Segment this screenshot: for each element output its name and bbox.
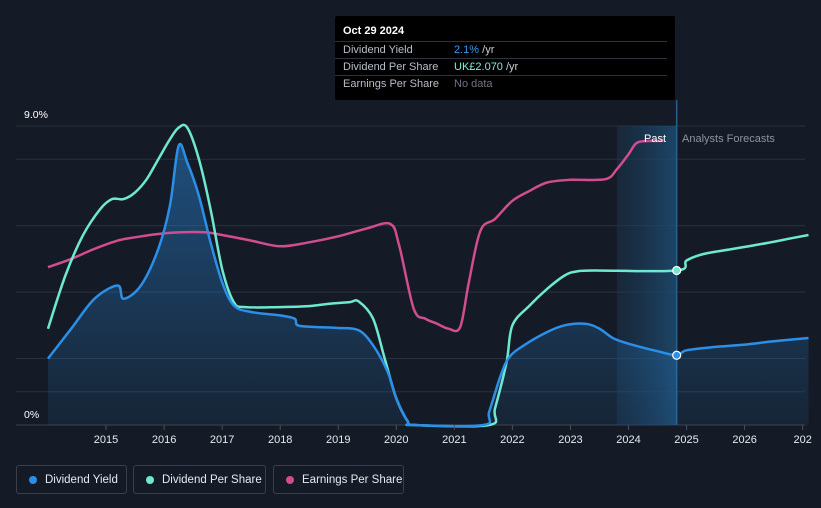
tooltip-value: No data — [454, 78, 493, 90]
x-tick-label: 2023 — [558, 434, 582, 446]
tooltip-date: Oct 29 2024 — [343, 25, 405, 37]
x-tick-label: 2016 — [152, 434, 176, 446]
tooltip-unit: /yr — [479, 44, 495, 56]
dividend-yield-line[interactable] — [47, 142, 809, 428]
y-axis-min-label: 0% — [24, 409, 39, 421]
dividend-per-share-marker[interactable] — [672, 265, 682, 276]
tooltip-value: UK£2.070 — [454, 61, 503, 73]
x-tick-label: 2019 — [326, 434, 350, 446]
dividend-yield-area — [48, 144, 809, 427]
x-tick-label: 202 — [793, 434, 811, 446]
tooltip: Oct 29 2024 Dividend Yield 2.1% /yr Divi… — [335, 16, 675, 100]
x-tick-label: 2025 — [674, 434, 698, 446]
dividend-yield-marker[interactable] — [672, 350, 682, 360]
x-tick-label: 2017 — [210, 434, 234, 446]
x-tick-label: 2015 — [94, 434, 118, 446]
legend-swatch-icon — [146, 475, 154, 484]
x-tick-label: 2018 — [268, 434, 292, 446]
tooltip-label: Dividend Per Share — [343, 61, 439, 73]
tooltip-unit: /yr — [502, 61, 519, 73]
legend-dividend-per-share[interactable]: Dividend Per Share — [133, 465, 266, 494]
x-tick-label: 2022 — [500, 434, 524, 446]
tooltip-row-dividend-per-share: Dividend Per Share UK£2.070 /yr — [335, 58, 667, 76]
x-tick-label: 2020 — [384, 434, 408, 446]
tooltip-row-dividend-yield: Dividend Yield 2.1% /yr — [335, 41, 667, 59]
x-tick-label: 2024 — [616, 434, 640, 446]
tooltip-label: Dividend Yield — [343, 44, 413, 56]
earnings-per-share-line[interactable] — [47, 139, 664, 333]
dividend-per-share-line[interactable] — [46, 123, 809, 428]
legend-dividend-yield[interactable]: Dividend Yield — [16, 465, 127, 494]
x-tick-label: 2021 — [442, 434, 466, 446]
tooltip-value: 2.1% — [454, 44, 480, 56]
legend-label: Dividend Yield — [45, 473, 118, 486]
past-label: Past — [644, 133, 666, 145]
legend-earnings-per-share[interactable]: Earnings Per Share — [273, 465, 404, 494]
tooltip-row-earnings-per-share: Earnings Per Share No data — [335, 75, 667, 93]
x-tick-label: 2026 — [732, 434, 756, 446]
legend-swatch-icon — [286, 475, 294, 484]
legend-label: Earnings Per Share — [302, 473, 403, 486]
y-axis-max-label: 9.0% — [24, 109, 48, 121]
tooltip-label: Earnings Per Share — [343, 78, 439, 90]
legend-label: Dividend Per Share — [162, 473, 262, 486]
legend-swatch-icon — [29, 475, 37, 484]
forecast-label: Analysts Forecasts — [682, 133, 775, 145]
